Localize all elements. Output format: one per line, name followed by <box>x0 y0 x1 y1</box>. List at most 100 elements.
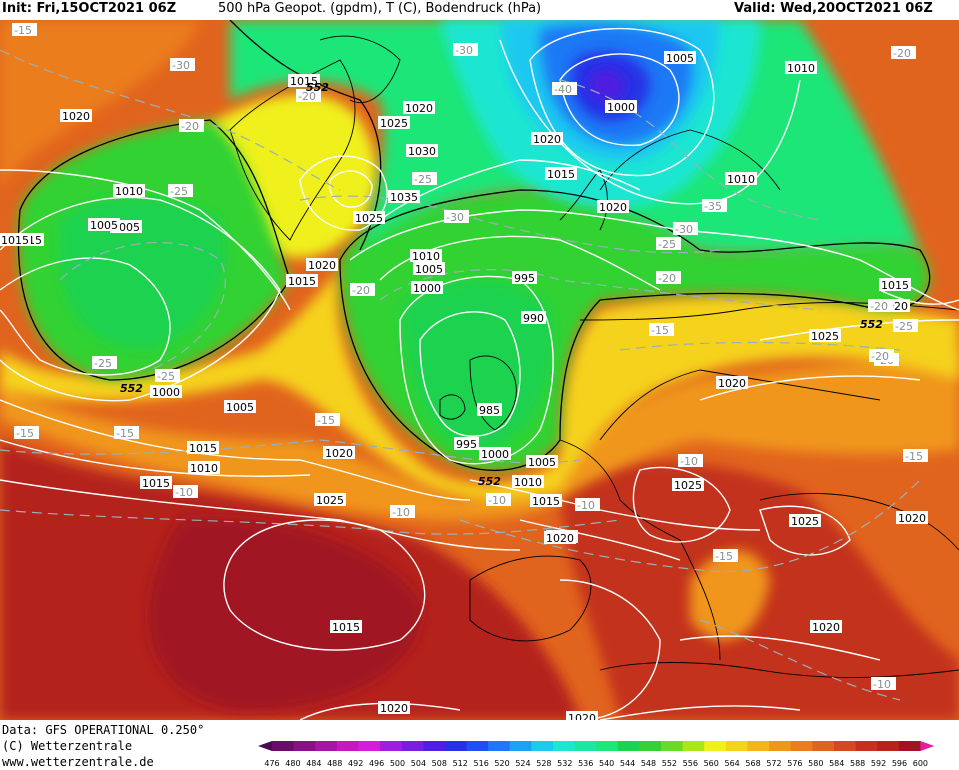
temperature-label-bg <box>412 172 437 185</box>
copyright: (C) Wetterzentrale <box>2 739 133 753</box>
temperature-label-bg <box>114 426 139 439</box>
temperature-label: -15 <box>16 427 34 440</box>
pressure-label-bg <box>530 494 562 507</box>
temperature-label: -20 <box>658 272 676 285</box>
pressure-label: 1015 <box>189 442 217 455</box>
temperature-label-bg <box>673 222 698 235</box>
pressure-label-bg <box>512 475 544 488</box>
pressure-label: 1015 <box>332 621 360 634</box>
pressure-label-bg <box>411 281 443 294</box>
pressure-label: 990 <box>523 312 544 325</box>
colorbar-segment <box>336 741 359 751</box>
temperature-label: -20 <box>352 284 370 297</box>
colorbar-segment <box>769 741 792 751</box>
temperature-label-bg <box>891 46 916 59</box>
temperature-label: -25 <box>170 185 188 198</box>
init-time: Init: Fri,15OCT2021 06Z <box>2 1 177 16</box>
temperature-label: -20 <box>893 47 911 60</box>
temperature-label-bg <box>656 237 681 250</box>
pressure-label: 1020 <box>898 512 926 525</box>
pressure-label: 1020 <box>546 532 574 545</box>
temperature-label-bg <box>170 58 195 71</box>
colorbar-tick-label: 556 <box>683 759 698 768</box>
pressure-label: 1005 <box>90 219 118 232</box>
pressure-label-bg <box>88 218 120 231</box>
pressure-label-bg <box>672 478 704 491</box>
pressure-label: 1020 <box>599 201 627 214</box>
colorbar-segment <box>704 741 727 751</box>
colorbar-segment <box>466 741 489 751</box>
pressure-label-bg <box>809 329 841 342</box>
colorbar-tick-label: 552 <box>662 759 677 768</box>
pressure-label: 1010 <box>115 185 143 198</box>
pressure-label-bg <box>410 249 442 262</box>
isobars <box>0 27 959 720</box>
colorbar-tick-label: 516 <box>474 759 489 768</box>
temperature-label-bg <box>350 283 375 296</box>
geopotential-shading <box>0 20 959 720</box>
temperature-label: -15 <box>14 24 32 37</box>
colorbar-tick-label: 488 <box>327 759 342 768</box>
pressure-label: 1020 <box>718 377 746 390</box>
pressure-label-bg <box>113 184 145 197</box>
temperature-label-bg <box>869 349 894 362</box>
colorbar-segment <box>531 741 554 751</box>
isotherms <box>0 49 921 701</box>
pressure-label-bg <box>597 200 629 213</box>
colorbar-segment <box>423 741 446 751</box>
map-title: 500 hPa Geopot. (gpdm), T (C), Bodendruc… <box>218 1 542 16</box>
pressure-label-bg <box>353 211 385 224</box>
pressure-label: 995 <box>514 272 535 285</box>
temperature-label-bg <box>678 454 703 467</box>
pressure-label: 985 <box>479 404 500 417</box>
temperature-label-bg <box>903 449 928 462</box>
temperature-label-bg <box>486 493 511 506</box>
colorbar-tick-label: 564 <box>725 759 740 768</box>
temperature-label: -20 <box>870 300 888 313</box>
pressure-label-bg <box>725 172 757 185</box>
pressure-label: 1000 <box>152 386 180 399</box>
temperature-label: -10 <box>488 494 506 507</box>
colorbar-segment <box>747 741 770 751</box>
colorbar-tick-label: 524 <box>515 759 530 768</box>
colorbar-segment <box>812 741 835 751</box>
pressure-label-bg <box>545 167 577 180</box>
colorbar-tick-label: 504 <box>411 759 426 768</box>
pressure-label-bg <box>716 376 748 389</box>
pressure-label-bg <box>454 437 479 450</box>
pressure-label-bg <box>521 311 546 324</box>
temperature-labels: -15-30-20-25-20-30-40-20-25-30-35-30-25-… <box>12 23 928 691</box>
colorbar-segment <box>272 741 295 751</box>
pressure-label: 1020 <box>405 102 433 115</box>
data-source: Data: GFS OPERATIONAL 0.250° <box>2 723 205 737</box>
colorbar-tick-label: 480 <box>285 759 300 768</box>
colorbar-tick-label: 528 <box>536 759 551 768</box>
pressure-label-bg <box>314 493 346 506</box>
colorbar-segment <box>488 741 511 751</box>
isoline-552-label: 552 <box>120 382 143 395</box>
pressure-label: 1025 <box>811 330 839 343</box>
temperature-label: -15 <box>116 427 134 440</box>
temperature-label-bg <box>552 82 577 95</box>
temperature-label-bg <box>315 413 340 426</box>
temperature-label-bg <box>713 549 738 562</box>
colorbar-segment <box>315 741 338 751</box>
colorbar-tick-label: 580 <box>808 759 823 768</box>
temperature-label: -10 <box>392 506 410 519</box>
pressure-label: 1020 <box>812 621 840 634</box>
temperature-label: -15 <box>651 324 669 337</box>
colorbar-tick-label: 540 <box>599 759 614 768</box>
isoline-552-label: 552 <box>478 475 501 488</box>
colorbar-segment <box>877 741 900 751</box>
colorbar-tick-label: 560 <box>704 759 719 768</box>
temperature-label: -20 <box>181 120 199 133</box>
temperature-label: -15 <box>317 414 335 427</box>
colorbar-segment <box>444 741 468 751</box>
colorbar-segment <box>639 741 662 751</box>
pressure-label: 1005 <box>666 52 694 65</box>
colorbar-segment <box>401 741 424 751</box>
temperature-label-bg <box>575 498 600 511</box>
pressure-label-bg <box>810 620 842 633</box>
temperature-label-bg <box>444 210 469 223</box>
pressure-label-bg <box>406 144 438 157</box>
